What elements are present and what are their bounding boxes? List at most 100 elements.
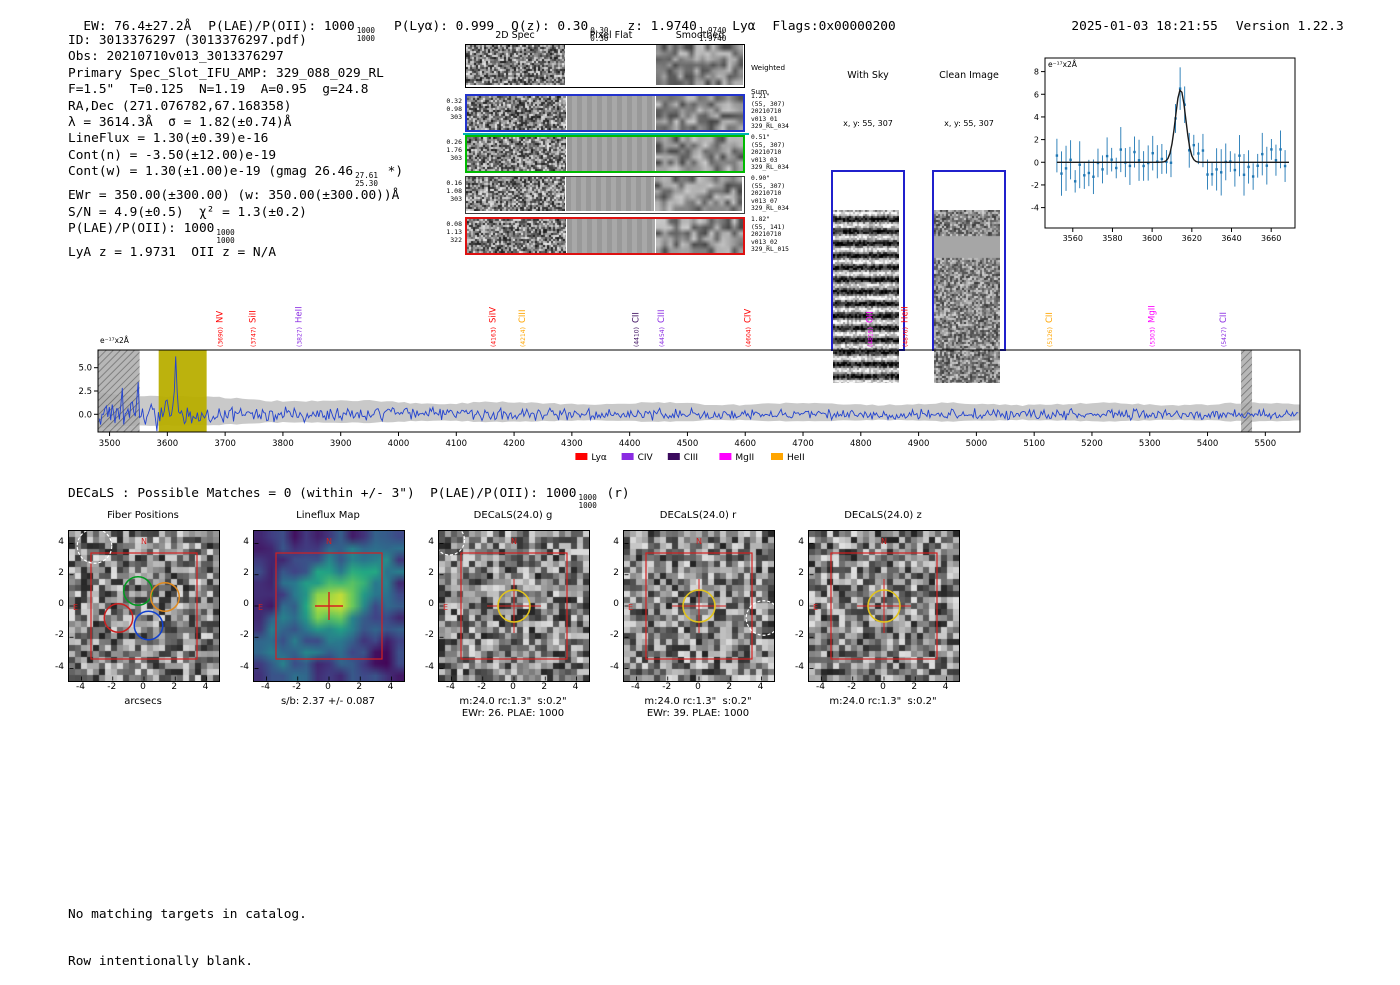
emission-line-wavelength: (4604) <box>746 327 753 347</box>
emission-line-label: MgII <box>1147 305 1157 323</box>
compass-east-label: E <box>443 603 448 612</box>
x-tick-label: 3620 <box>1182 234 1202 243</box>
row-annotation-line: (55, 307) <box>751 100 786 108</box>
fraction-lo: 1000 <box>578 500 597 510</box>
legend-label: MgII <box>735 453 754 463</box>
fraction-hi: 27.61 <box>355 171 378 181</box>
p-lya-value: P(Lyα): 0.999 <box>393 19 495 34</box>
x-tick-label: 5100 <box>1023 439 1045 449</box>
x-tick-label: -4 <box>631 682 640 692</box>
with-sky-coords: x, y: 55, 307 <box>843 119 893 128</box>
row-left-values: 0.08 1.13 322 <box>438 220 462 244</box>
emission-line-label: CIII <box>657 310 667 323</box>
legend-swatch <box>771 453 783 460</box>
z-label: z: 1.9740 <box>627 19 697 34</box>
info-line: EWr = 350.00(±300.00) (w: 350.00(±300.00… <box>68 188 403 204</box>
weighted-2dspec-image <box>466 45 565 85</box>
plae-hi: 1000 <box>356 26 375 35</box>
aperture-box <box>90 552 198 660</box>
legend-label: CIII <box>684 453 698 463</box>
y-tick-label: 0 <box>798 599 804 609</box>
row-left-value: 1.76 <box>446 146 462 154</box>
emission-line-label: CII <box>631 312 641 323</box>
row-pixelflat-image <box>566 177 654 211</box>
weighted-sum-label-2: Sum <box>751 87 768 96</box>
x-tick-label: 4200 <box>503 439 525 449</box>
info-line: ID: 3013376297 (3013376297.pdf) <box>68 33 403 49</box>
spec2d-row <box>465 176 745 214</box>
x-tick-label: 4400 <box>619 439 641 449</box>
emission-line-wavelength: (4454) <box>659 327 666 347</box>
y-tick-label: 0 <box>613 599 619 609</box>
row-pixelflat-image <box>567 219 655 253</box>
cutout-caption-2: EWr: 39. PLAE: 1000 <box>646 708 750 719</box>
x-tick-label: 3640 <box>1221 234 1241 243</box>
error-band <box>98 392 1300 428</box>
text-segment: Cont(n) = -3.50(±12.00)e-19 <box>68 147 277 163</box>
row-annotation-line: 20210710 <box>751 231 782 239</box>
legend-swatch <box>621 453 634 460</box>
text-segment: λ = 3614.3Å σ = 1.82(±0.74)Å <box>68 115 292 131</box>
x-tick-label: 3580 <box>1102 234 1122 243</box>
text-segment: P(LAE)/P(OII): 1000 <box>68 221 215 236</box>
emission-line-label: SiIV <box>489 307 499 323</box>
fraction-hi: 1000 <box>216 228 235 237</box>
col-title-smoothed: Smoothed <box>675 30 725 41</box>
clean-image-title: Clean Image <box>939 70 999 81</box>
y-tick-label: -4 <box>1031 204 1039 213</box>
y-tick-label: 0.0 <box>78 410 92 420</box>
row-annotation-line: 20210710 <box>751 190 782 198</box>
stacked-fraction: 1000 1000 <box>579 494 597 510</box>
cutout-title: DECaLS(24.0) r <box>659 510 737 521</box>
col-title-2dspec: 2D Spec <box>495 30 535 41</box>
row-2dspec-image <box>467 96 566 130</box>
flags-value: Flags:0x00000200 <box>772 19 896 34</box>
x-tick-label: 5200 <box>1081 439 1103 449</box>
cutout-title: DECaLS(24.0) g <box>473 510 553 521</box>
y-tick-label: 2.5 <box>78 387 92 397</box>
row-annotation-line: 0.90" <box>751 175 770 182</box>
with-sky-panel: With Sky x, y: 55, 307 <box>830 32 906 383</box>
compass-north-label: N <box>511 537 517 546</box>
y-tick-label: 0 <box>428 599 434 609</box>
fiber-circle <box>150 582 180 612</box>
row-annotation-line: v013_07 <box>751 197 778 205</box>
cutout-overlay: NE <box>69 531 207 681</box>
row-smoothed-image <box>656 219 743 253</box>
cutout-image <box>68 530 220 682</box>
row-annotation-line: v013_01 <box>751 115 778 123</box>
x-tick-label: 5000 <box>966 439 988 449</box>
compass-east-label: E <box>628 603 633 612</box>
emission-line-label: CII <box>1219 312 1229 323</box>
qz-lo: 0.30 <box>590 33 609 43</box>
compass-north-label: N <box>696 537 702 546</box>
y-tick-label: 4 <box>613 536 619 547</box>
compass-east-label: E <box>813 603 818 612</box>
cutout-overlay: NE <box>439 531 577 681</box>
y-tick-label: 0 <box>1034 158 1039 167</box>
row-2dspec-image <box>467 219 566 253</box>
info-line: RA,Dec (271.076782,67.168358) <box>68 99 403 115</box>
clean-image-coords: x, y: 55, 307 <box>944 119 994 128</box>
row-annotation: 1.21" (55, 307) 20210710 v013_01 329_RL_034 <box>751 93 811 131</box>
cutout-title: Fiber Positions <box>107 510 179 521</box>
report-meta: 2025-01-03 18:21:55 Version 1.22.3 <box>1056 4 1343 34</box>
y-tick-label: 4 <box>1034 113 1039 122</box>
text-segment: (r) <box>598 486 630 501</box>
weighted-smoothed-image <box>656 45 743 85</box>
gaussian-fit-curve <box>1056 88 1289 163</box>
emission-line-label: CII <box>1045 312 1055 323</box>
row-annotation-line: 329_RL_034 <box>751 123 789 131</box>
info-line: Cont(w) = 1.30(±1.00)e-19 (gmag 26.46 27.… <box>68 164 403 188</box>
info-line: Obs: 20210710v013_3013376297 <box>68 49 403 65</box>
info-line: F=1.5" T=0.125 N=1.19 A=0.95 g=24.8 <box>68 82 403 98</box>
y-tick-label: -2 <box>610 630 619 641</box>
spectrum-line <box>98 356 1299 432</box>
x-tick-label: 3500 <box>99 439 121 449</box>
x-tick-label: -2 <box>107 682 117 692</box>
x-tick-label: 2 <box>541 682 548 692</box>
info-line: Primary Spec_Slot_IFU_AMP: 329_088_029_R… <box>68 66 403 82</box>
report-datetime: 2025-01-03 18:21:55 <box>1071 19 1218 34</box>
